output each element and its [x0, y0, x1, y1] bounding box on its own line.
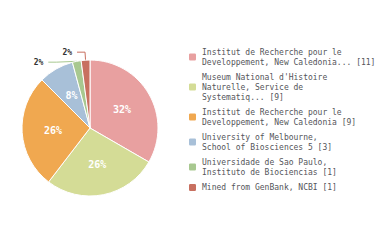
svg-text:2%: 2% — [34, 58, 44, 67]
svg-text:Naturelle, Service de: Naturelle, Service de — [202, 83, 303, 92]
svg-text:26%: 26% — [44, 125, 62, 136]
svg-text:Institut de Recherche pour le: Institut de Recherche pour le — [202, 48, 342, 57]
svg-text:Instituto de Biociencias [1]: Instituto de Biociencias [1] — [202, 168, 337, 177]
svg-text:Universidade de Sao Paulo,: Universidade de Sao Paulo, — [202, 158, 327, 167]
svg-text:Institut de Recherche pour le: Institut de Recherche pour le — [202, 108, 342, 117]
svg-text:University of Melbourne,: University of Melbourne, — [202, 133, 318, 142]
svg-text:Systematiq... [9]: Systematiq... [9] — [202, 93, 284, 102]
svg-text:8%: 8% — [65, 90, 77, 101]
svg-text:32%: 32% — [113, 104, 131, 115]
svg-text:School of Biosciences 5 [3]: School of Biosciences 5 [3] — [202, 143, 332, 152]
svg-text:Museum National d'Histoire: Museum National d'Histoire — [202, 73, 327, 82]
svg-text:Mined from GenBank, NCBI [1]: Mined from GenBank, NCBI [1] — [202, 183, 337, 192]
svg-text:26%: 26% — [88, 159, 106, 170]
svg-text:2%: 2% — [62, 48, 72, 57]
svg-text:Developpement, New Caledonia [: Developpement, New Caledonia [9] — [202, 118, 356, 127]
svg-text:Developpement, New Caledonia..: Developpement, New Caledonia... [11] — [202, 58, 375, 67]
